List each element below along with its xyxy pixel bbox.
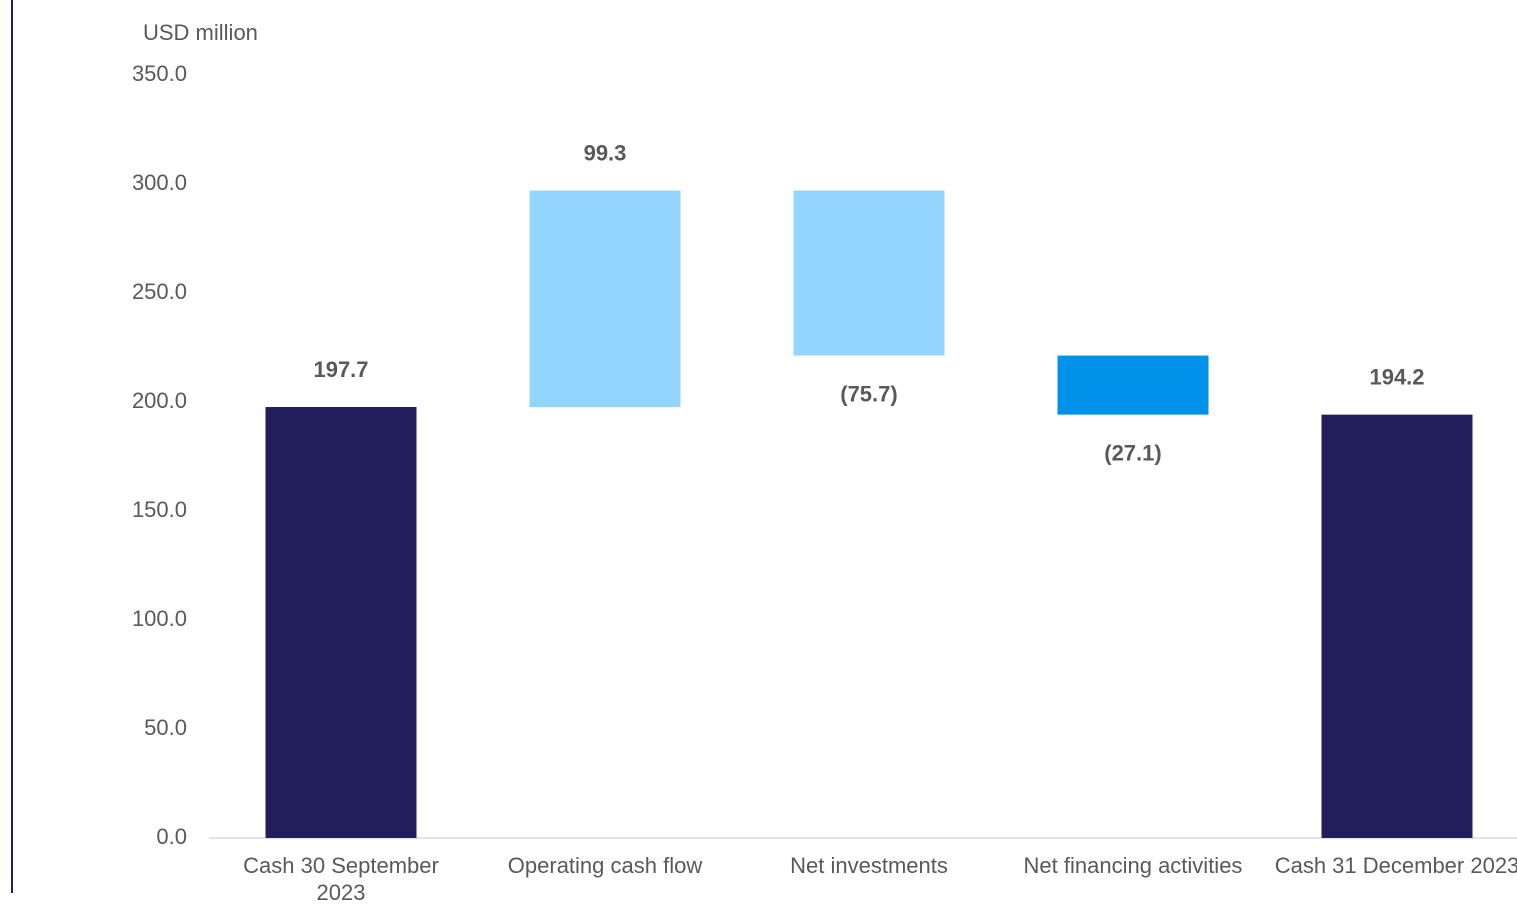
x-tick-label: Cash 31 December 2023 bbox=[1274, 853, 1517, 878]
x-tick-label: Net financing activities bbox=[1023, 853, 1243, 878]
value-label: 99.3 bbox=[584, 140, 627, 165]
y-tick-label: 0.0 bbox=[156, 824, 187, 849]
value-label: 194.2 bbox=[1369, 364, 1424, 389]
bar bbox=[265, 407, 417, 838]
x-tick-label: Net investments bbox=[790, 853, 948, 878]
bar bbox=[529, 190, 681, 408]
x-tick-label: Cash 30 September 2023 bbox=[243, 853, 439, 905]
bar bbox=[1057, 355, 1209, 415]
x-tick-label: Operating cash flow bbox=[507, 853, 703, 878]
bar bbox=[1321, 414, 1473, 838]
y-tick-label: 350.0 bbox=[132, 61, 187, 86]
bar bbox=[793, 190, 945, 356]
value-label: (75.7) bbox=[840, 381, 897, 406]
value-label: (27.1) bbox=[1104, 440, 1161, 465]
y-tick-label: 150.0 bbox=[132, 497, 187, 522]
y-tick-label: 300.0 bbox=[132, 170, 187, 195]
y-tick-label: 200.0 bbox=[132, 388, 187, 413]
value-label: 197.7 bbox=[313, 357, 368, 382]
y-axis-label: USD million bbox=[143, 20, 258, 45]
y-tick-label: 50.0 bbox=[144, 715, 187, 740]
y-tick-label: 100.0 bbox=[132, 606, 187, 631]
y-tick-label: 250.0 bbox=[132, 279, 187, 304]
